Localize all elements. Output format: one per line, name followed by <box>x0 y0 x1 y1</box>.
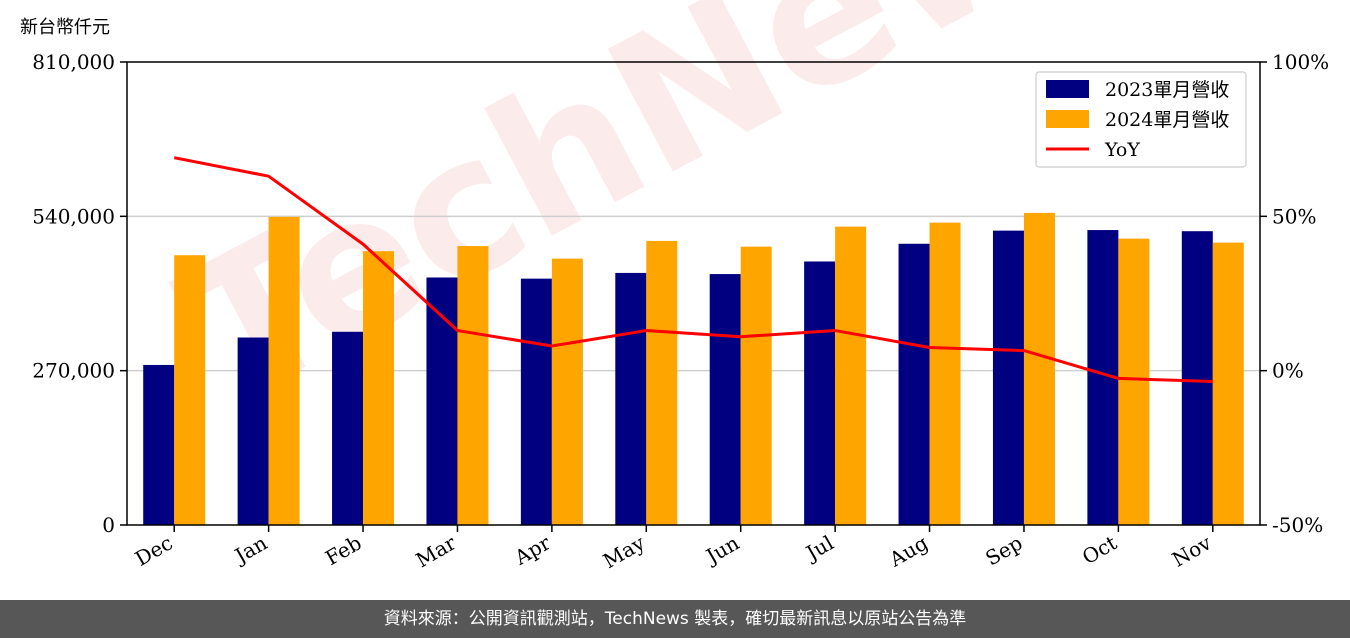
y-tick-label: 270,000 <box>32 359 115 383</box>
y-tick-label: 0 <box>102 513 115 537</box>
x-tick-label: Jul <box>800 531 837 566</box>
yoy-line-layer <box>173 156 1213 383</box>
bar-2023-mar <box>426 277 458 525</box>
legend-label: 2023單月營收 <box>1105 79 1229 101</box>
x-tick-label: Oct <box>1078 531 1121 570</box>
y-tick-label: 810,000 <box>32 50 115 74</box>
bar-2024-jul <box>835 226 867 525</box>
bar-2023-feb <box>332 331 364 525</box>
bar-2023-jul <box>804 261 836 525</box>
bar-2024-oct <box>1118 238 1150 526</box>
bar-2023-sep <box>992 230 1024 525</box>
legend-label: 2024單月營收 <box>1105 109 1229 131</box>
x-tick-label: Jan <box>229 530 271 568</box>
unit-label: 新台幣仟元 <box>20 17 110 38</box>
y2-tick-label: 50% <box>1272 204 1316 228</box>
bar-2023-jun <box>709 274 741 525</box>
revenue-chart: 0 270,000 540,000 810,000 -50% 0% 50% 100% Dec Ja… <box>20 17 1329 573</box>
bar-2024-sep <box>1023 212 1055 526</box>
bar-2023-may <box>615 272 647 525</box>
x-tick-label: Feb <box>321 531 365 570</box>
legend-swatch <box>1046 110 1089 128</box>
bar-2023-aug <box>898 243 930 525</box>
legend-label: YoY <box>1104 139 1140 161</box>
x-tick-label: Aug <box>884 530 932 571</box>
gridlines <box>127 215 1260 372</box>
bar-2024-jan <box>268 216 300 525</box>
bar-2024-may <box>646 240 678 525</box>
x-tick-label: Jun <box>700 530 743 569</box>
bars <box>143 212 1244 526</box>
bar-2024-nov <box>1212 242 1244 525</box>
x-tick-label: Apr <box>510 530 555 570</box>
bar-2023-jan <box>237 337 269 525</box>
bar-2024-dec <box>174 255 206 526</box>
bar-2024-apr <box>551 258 583 525</box>
bar-2023-dec <box>143 364 175 525</box>
bar-2023-apr <box>520 278 552 525</box>
bar-2023-nov <box>1181 231 1213 525</box>
x-tick-label: May <box>599 530 649 573</box>
bar-2024-aug <box>929 222 961 526</box>
yoy-line <box>173 156 1213 383</box>
axes <box>120 61 1267 532</box>
x-tick-label: Sep <box>981 531 1026 571</box>
y2-tick-label: 100% <box>1272 50 1329 74</box>
legend-swatch <box>1046 80 1089 98</box>
bar-2024-feb <box>363 251 395 525</box>
legend: 2023單月營收 2024單月營收 YoY <box>1035 71 1247 168</box>
bar-2024-jun <box>740 246 772 525</box>
x-tick-label: Dec <box>131 531 177 571</box>
y2-tick-label: 0% <box>1272 359 1304 383</box>
plot-frame <box>126 61 1261 526</box>
bar-2024-mar <box>457 246 489 525</box>
x-tick-label: Nov <box>1168 530 1216 572</box>
y-tick-label: 540,000 <box>32 204 115 228</box>
source-footer: 資料來源：公開資訊觀測站，TechNews 製表，確切最新訊息以原站公告為準 <box>0 600 1350 638</box>
x-tick-label: Mar <box>412 530 461 572</box>
y2-tick-label: -50% <box>1272 513 1323 537</box>
